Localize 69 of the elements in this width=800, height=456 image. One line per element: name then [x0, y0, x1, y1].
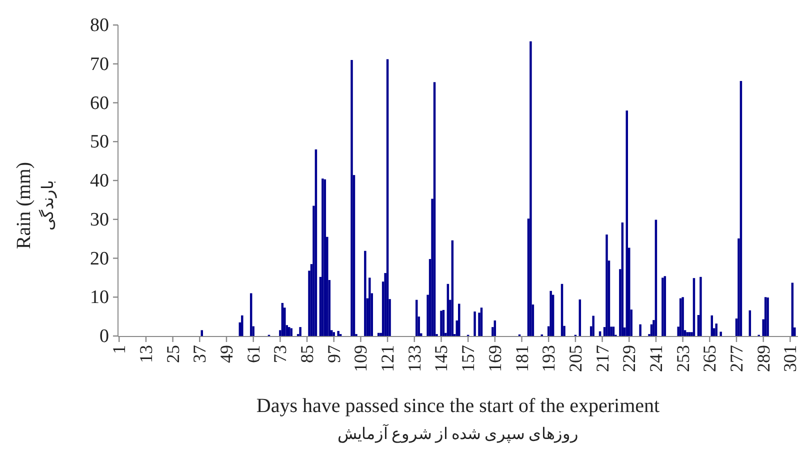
x-tick-label: 61 [243, 345, 264, 363]
x-tick-label: 169 [484, 345, 505, 372]
bar [720, 332, 722, 336]
x-tick-label: 265 [700, 345, 720, 372]
bar [322, 178, 324, 336]
bar [480, 308, 483, 336]
x-tick-label: 277 [726, 345, 746, 372]
bar [766, 298, 769, 336]
bar [688, 332, 691, 336]
x-tick-label: 145 [431, 345, 452, 372]
bar [606, 234, 608, 336]
bar [288, 327, 290, 336]
bar [550, 290, 552, 336]
x-tick-label: 85 [297, 345, 318, 363]
x-tick-label: 181 [512, 345, 532, 372]
bar [715, 324, 718, 336]
x-tick-label: 1 [109, 345, 130, 354]
bar [764, 297, 767, 336]
x-tick-label: 49 [216, 345, 236, 363]
bar [364, 250, 366, 336]
x-tick-label: 13 [136, 345, 156, 363]
y-tick-label: 50 [90, 132, 109, 153]
bar [530, 41, 532, 336]
x-tick-label: 205 [565, 345, 586, 372]
bar [612, 326, 615, 336]
y-tick-label: 20 [90, 248, 109, 270]
bar [592, 316, 594, 336]
bar [791, 282, 794, 336]
x-tick-label: 37 [190, 345, 210, 363]
x-tick-label: 217 [592, 345, 612, 372]
bar [332, 332, 335, 336]
bar [299, 327, 302, 336]
bar [241, 315, 244, 336]
bar [700, 276, 702, 336]
x-tick-label: 193 [538, 345, 559, 372]
x-tick-label: 253 [672, 345, 693, 372]
y-tick-label: 70 [90, 54, 109, 75]
x-tick-label: 133 [404, 345, 424, 372]
bar [337, 330, 340, 336]
bar [474, 312, 476, 336]
bar [662, 278, 664, 336]
bar [458, 304, 460, 336]
y-tick-label: 0 [100, 326, 109, 347]
bar [692, 278, 696, 336]
x-tick-label: 229 [619, 345, 640, 372]
x-tick-label: 157 [458, 345, 478, 372]
y-tick-label: 80 [90, 15, 109, 36]
bar [200, 330, 203, 336]
x-tick-label: 301 [780, 345, 800, 372]
x-tick-label: 241 [646, 345, 666, 372]
y-tick-label: 60 [90, 92, 109, 114]
x-tick-label: 289 [753, 345, 774, 372]
y-tick-label: 30 [90, 209, 109, 230]
bar [290, 328, 292, 336]
bar [639, 324, 642, 336]
y-tick-label: 10 [90, 287, 109, 308]
bar [686, 332, 688, 336]
x-tick-label: 25 [162, 345, 183, 363]
bar [250, 293, 252, 336]
y-tick-label: 40 [90, 170, 109, 192]
bar [350, 60, 353, 336]
x-tick-label: 73 [270, 345, 290, 363]
x-tick-label: 121 [378, 345, 398, 372]
bar [682, 297, 684, 336]
x-tick-label: 109 [350, 345, 371, 372]
bar [440, 310, 442, 336]
bar [368, 278, 371, 336]
x-tick-label: 97 [324, 345, 344, 363]
bar [664, 276, 666, 336]
